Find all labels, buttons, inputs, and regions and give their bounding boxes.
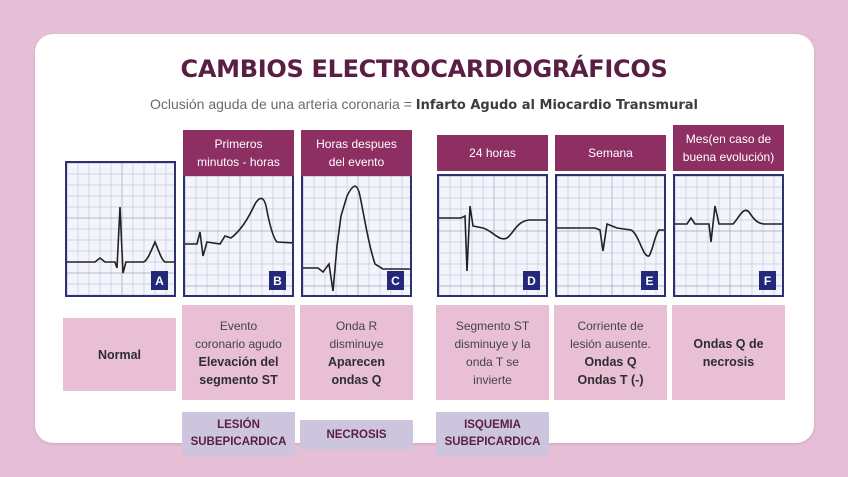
- desc-d-line-4: invierte: [473, 372, 512, 387]
- desc-d: Segmento ST disminuye y la onda T se inv…: [436, 305, 549, 400]
- desc-b-line-3: Elevación del: [198, 354, 279, 369]
- ecg-panel-a: A: [65, 161, 176, 297]
- desc-b: Evento coronario agudo Elevación del seg…: [182, 305, 295, 400]
- tag-isquemia-line-1: ISQUEMIA: [464, 419, 521, 431]
- ecg-label-d: D: [523, 271, 540, 290]
- desc-e-line-4: Ondas T (-): [577, 372, 644, 387]
- desc-a-line-1: Normal: [97, 347, 142, 362]
- tag-lesion-line-1: LESIÓN: [217, 419, 260, 431]
- ecg-panel-b: B: [183, 174, 294, 297]
- header-d-line-1: 24 horas: [469, 146, 516, 160]
- desc-c-line-1: Onda R: [335, 318, 378, 333]
- subtitle-bold: Infarto Agudo al Miocardio Transmural: [415, 98, 698, 113]
- page-title: CAMBIOS ELECTROCARDIOGRÁFICOS: [180, 55, 668, 83]
- header-f-line-1: Mes(en caso de: [685, 132, 772, 146]
- desc-e-line-3: Ondas Q: [584, 354, 637, 369]
- header-b: Primeros minutos - horas: [183, 130, 294, 176]
- header-b-line-1: Primeros: [214, 137, 263, 151]
- ecg-label-c: C: [387, 271, 404, 290]
- desc-f-line-1: Ondas Q de: [693, 336, 764, 351]
- desc-e-line-2: lesión ausente.: [570, 336, 651, 351]
- subtitle-prefix: Oclusión aguda de una arteria coronaria …: [149, 96, 416, 112]
- tag-necrosis: NECROSIS: [300, 420, 413, 450]
- tag-necrosis-line-1: NECROSIS: [326, 428, 387, 441]
- ecg-trace-c: [303, 176, 410, 295]
- desc-e-line-1: Corriente de: [577, 318, 644, 333]
- ecg-label-f: F: [759, 271, 776, 290]
- header-f: Mes(en caso de buena evolución): [673, 125, 784, 171]
- header-e-line-1: Semana: [588, 146, 633, 160]
- subtitle: Oclusión aguda de una arteria coronaria …: [0, 96, 848, 113]
- desc-d-line-1: Segmento ST: [455, 318, 530, 333]
- ecg-panel-c: C: [301, 174, 412, 297]
- header-d: 24 horas: [437, 135, 548, 171]
- header-b-line-2: minutos - horas: [197, 155, 280, 169]
- desc-c-line-3: Aparecen: [328, 354, 385, 369]
- ecg-label-e: E: [641, 271, 658, 290]
- desc-d-line-3: onda T se: [466, 354, 519, 369]
- header-f-line-2: buena evolución): [682, 150, 775, 164]
- ecg-label-b: B: [269, 271, 286, 290]
- desc-c: Onda R disminuye Aparecen ondas Q: [300, 305, 413, 400]
- header-e: Semana: [555, 135, 666, 171]
- header-c-line-1: Horas despues: [316, 137, 397, 151]
- tag-lesion-line-2: SUBEPICARDICA: [190, 436, 287, 448]
- header-c-line-2: del evento: [328, 155, 385, 169]
- ecg-trace-b: [185, 176, 292, 295]
- desc-f-line-2: necrosis: [702, 354, 755, 369]
- ecg-label-a: A: [151, 271, 168, 290]
- header-c: Horas despues del evento: [301, 130, 412, 176]
- desc-f: Ondas Q de necrosis: [672, 305, 785, 400]
- ecg-panel-f: F: [673, 174, 784, 297]
- desc-e: Corriente de lesión ausente. Ondas Q Ond…: [554, 305, 667, 400]
- ecg-panel-e: E: [555, 174, 666, 297]
- desc-c-line-4: ondas Q: [331, 372, 382, 387]
- ecg-trace-d: [439, 176, 546, 295]
- desc-c-line-2: disminuye: [329, 336, 384, 351]
- desc-d-line-2: disminuye y la: [454, 336, 531, 351]
- desc-b-line-4: segmento ST: [199, 372, 278, 387]
- tag-isquemia-subepicardica: ISQUEMIA SUBEPICARDICA: [436, 412, 549, 456]
- desc-a: Normal: [63, 318, 176, 391]
- ecg-panel-d: D: [437, 174, 548, 297]
- desc-b-line-1: Evento: [219, 318, 258, 333]
- tag-lesion-subepicardica: LESIÓN SUBEPICARDICA: [182, 412, 295, 456]
- tag-isquemia-line-2: SUBEPICARDICA: [444, 436, 541, 448]
- desc-b-line-2: coronario agudo: [195, 336, 282, 351]
